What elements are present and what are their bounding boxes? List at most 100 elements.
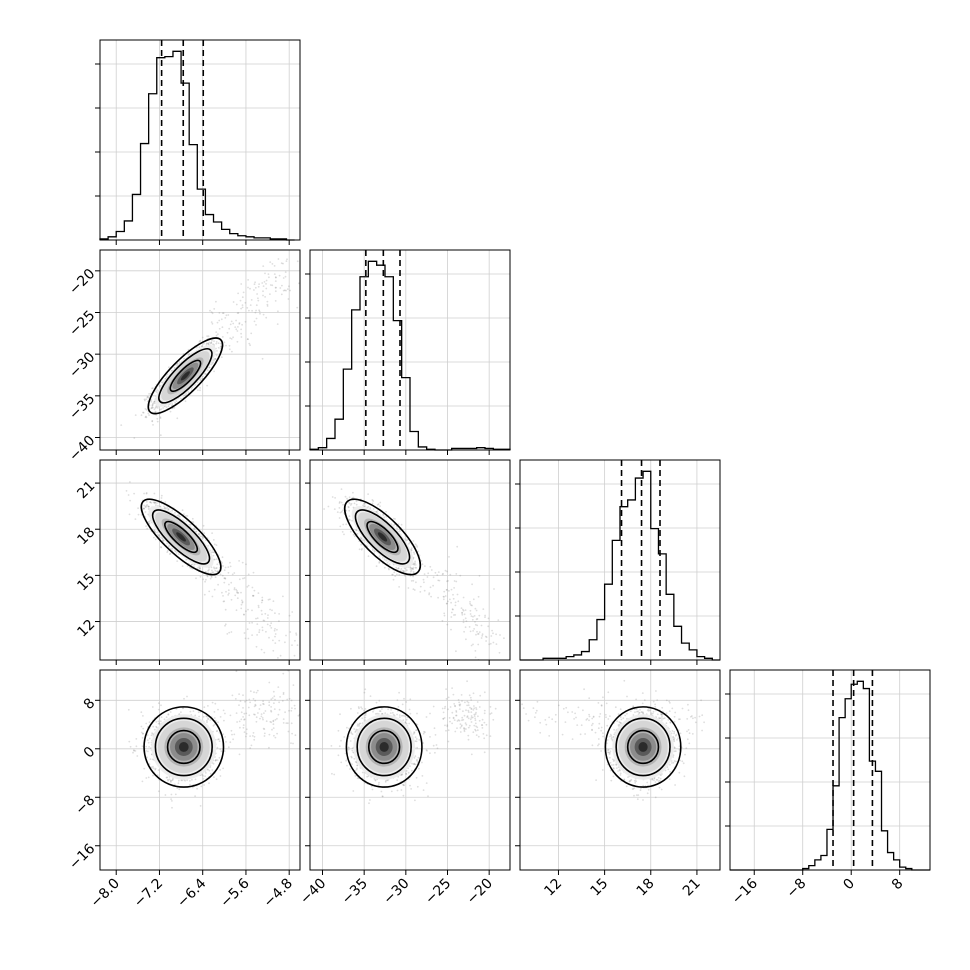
hist-panel-0 — [95, 39, 301, 245]
tail-point — [230, 631, 233, 633]
sample-point — [213, 558, 215, 561]
sample-point — [207, 569, 210, 572]
tail-point — [249, 344, 252, 347]
sample-point — [203, 342, 205, 345]
tail-point — [247, 573, 250, 576]
sample-point — [146, 527, 149, 530]
contour-1 — [354, 509, 411, 565]
tail-point — [477, 633, 479, 635]
sample-point — [203, 532, 206, 534]
tail-point — [484, 614, 486, 617]
tail-point — [247, 584, 250, 587]
sample-point — [140, 711, 143, 714]
hist-step-line — [520, 470, 720, 661]
tail-point — [274, 286, 277, 289]
tail-point — [447, 580, 449, 582]
sample-point — [358, 548, 361, 551]
tail-point — [210, 311, 213, 313]
sample-point — [364, 505, 367, 507]
tail-point — [487, 617, 490, 620]
tail-point — [241, 296, 244, 299]
tail-point — [276, 323, 279, 325]
sample-point — [413, 589, 416, 591]
panel-body — [127, 670, 300, 809]
tail-point — [473, 628, 475, 630]
sample-point — [143, 492, 146, 495]
sample-point — [157, 533, 159, 536]
tail-point — [474, 621, 476, 623]
sample-point — [160, 381, 163, 384]
tail-point — [492, 632, 494, 635]
panel-frame — [99, 459, 301, 661]
sample-point — [220, 356, 223, 359]
sample-point — [219, 573, 222, 576]
sample-point — [176, 417, 179, 420]
tail-point — [274, 300, 277, 302]
sample-point — [166, 549, 169, 552]
sample-point — [430, 569, 433, 571]
tail-point — [230, 320, 233, 323]
sample-point — [412, 570, 415, 573]
sample-point — [360, 537, 363, 539]
sample-point — [353, 502, 356, 505]
panel-frame — [309, 459, 511, 661]
tail-point — [432, 576, 435, 579]
sample-point — [143, 507, 145, 510]
sample-point — [221, 336, 224, 338]
sample-point — [208, 569, 210, 571]
sample-point — [211, 769, 214, 771]
sample-point — [353, 535, 356, 538]
sample-point — [216, 563, 219, 566]
tail-point — [260, 601, 263, 604]
sample-point — [211, 701, 214, 704]
tail-point — [499, 634, 501, 636]
tail-point — [264, 296, 266, 298]
tail-point — [253, 589, 256, 592]
sample-point — [208, 590, 211, 593]
tail-point — [464, 609, 467, 611]
sample-point — [227, 566, 230, 568]
tail-point — [247, 338, 249, 341]
tail-point — [233, 587, 236, 589]
tail-point — [209, 309, 211, 312]
gridlines — [100, 460, 300, 660]
sample-point — [348, 509, 351, 512]
tail-point — [224, 317, 227, 319]
sample-point — [352, 496, 355, 499]
sample-point — [147, 776, 150, 779]
sample-point — [145, 415, 147, 418]
tail-point — [447, 600, 449, 603]
sample-point — [229, 561, 231, 564]
tail-point — [261, 596, 264, 599]
sample-point — [143, 507, 145, 510]
sample-point — [165, 406, 168, 408]
tail-point — [286, 258, 288, 261]
sample-point — [160, 408, 163, 410]
sample-point — [340, 488, 343, 490]
tail-point — [228, 631, 231, 634]
sample-point — [144, 408, 147, 410]
tail-point — [288, 614, 291, 617]
sample-point — [385, 559, 387, 562]
tail-point — [221, 591, 223, 594]
sample-point — [424, 565, 426, 567]
tail-point — [240, 603, 243, 606]
sample-point — [169, 553, 171, 555]
tail-point — [274, 628, 276, 630]
tail-point — [462, 609, 465, 612]
tail-point — [274, 612, 276, 615]
sample-point — [338, 502, 341, 504]
sample-point — [215, 334, 218, 337]
sample-point — [412, 540, 415, 542]
sample-point — [151, 387, 153, 390]
sample-point — [208, 341, 211, 344]
tail-point — [267, 273, 270, 275]
tail-point — [230, 598, 233, 601]
sample-point — [153, 530, 156, 533]
sample-point — [202, 578, 205, 581]
sample-point — [210, 321, 213, 323]
tail-point — [495, 633, 497, 636]
y-tick-label: 18 — [74, 524, 98, 548]
tail-point — [258, 629, 261, 631]
tail-point — [243, 613, 245, 616]
